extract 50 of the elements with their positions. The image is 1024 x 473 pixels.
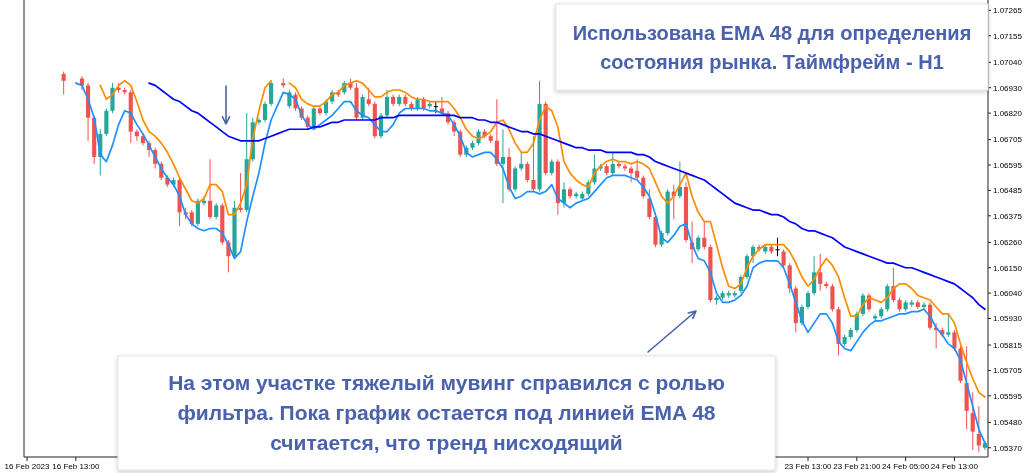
candlestick	[104, 107, 109, 137]
y-tick-label: 1.07265	[993, 6, 1023, 16]
candlestick	[262, 101, 268, 123]
annotation: На этом участке тяжелый мувинг справился с ролью фильтра. Пока график остается под линией EMA 48 считается, что тренд нисходящий	[168, 371, 725, 455]
y-tick-label: 1.05480	[993, 418, 1023, 428]
candlestick	[647, 188, 652, 220]
y-tick-label: 1.05370	[993, 443, 1023, 453]
y-tick-label: 1.06595	[993, 160, 1023, 170]
candlestick	[830, 283, 835, 313]
y-tick-label: 1.06820	[993, 108, 1023, 118]
candlestick	[561, 181, 567, 209]
y-tick-label: 1.05595	[993, 391, 1023, 401]
x-tick-label: 23 Feb 21:00	[833, 462, 881, 471]
candlestick	[775, 237, 780, 257]
candlestick	[805, 290, 811, 310]
candlestick	[500, 128, 506, 204]
y-tick-label: 1.05705	[993, 366, 1023, 376]
y-tick-label: 1.06260	[993, 238, 1023, 248]
x-tick-label: 23 Feb 13:00	[784, 462, 833, 471]
candlestick	[976, 405, 981, 453]
y-tick-label: 1.06930	[993, 83, 1023, 93]
y-tick-label: 1.06375	[993, 211, 1023, 221]
y-tick-label: 1.06485	[993, 186, 1023, 196]
x-tick-label: 24 Feb 05:00	[882, 462, 930, 471]
y-tick-label: 1.06705	[993, 135, 1023, 145]
x-tick-label: 16 Feb 2023	[4, 462, 51, 471]
y-tick-label: 1.07040	[993, 58, 1023, 68]
y-tick-label: 1.07155	[993, 31, 1023, 41]
y-tick-label: 1.05815	[993, 340, 1023, 350]
candlestick	[970, 391, 975, 451]
annotation: Использована EMA 48 для определения состояния рынка. Таймфрейм - H1	[572, 21, 972, 73]
candlestick	[610, 151, 615, 176]
candlestick	[781, 248, 786, 269]
candlestick	[629, 165, 634, 183]
y-tick-label: 1.05930	[993, 314, 1023, 324]
candlestick	[61, 71, 66, 96]
x-tick-label: 16 Feb 13:00	[52, 462, 100, 471]
candlestick	[818, 253, 823, 292]
candlestick	[384, 89, 390, 119]
candlestick	[635, 158, 640, 181]
candlestick	[525, 161, 530, 183]
y-tick-label: 1.06040	[993, 288, 1023, 298]
candlestick	[531, 135, 536, 193]
x-tick-label: 24 Feb 13:00	[930, 462, 979, 471]
y-tick-label: 1.06150	[993, 263, 1023, 273]
candlestick	[513, 165, 518, 193]
candlestick	[702, 221, 707, 250]
candlestick	[269, 80, 274, 107]
line-series	[148, 82, 986, 311]
candlestick	[208, 158, 213, 220]
